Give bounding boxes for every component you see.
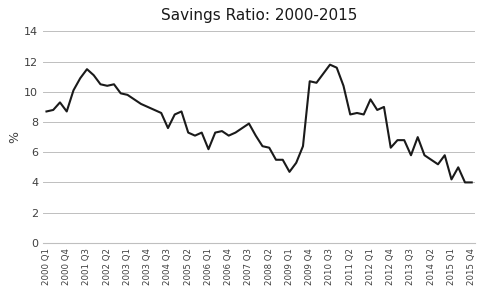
Title: Savings Ratio: 2000-2015: Savings Ratio: 2000-2015	[161, 8, 357, 23]
Y-axis label: %: %	[8, 131, 21, 143]
